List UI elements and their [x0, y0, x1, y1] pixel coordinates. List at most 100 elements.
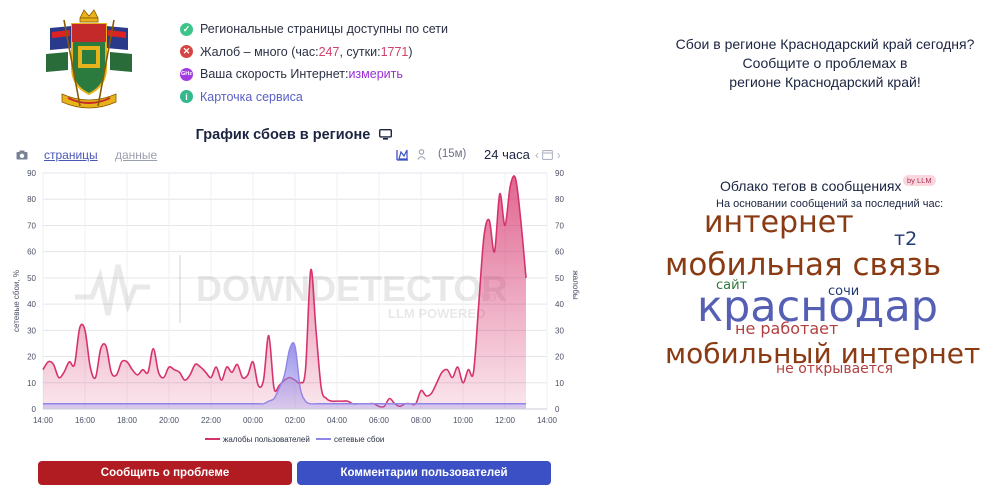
camera-icon[interactable] [16, 149, 28, 163]
tag-mobile-internet[interactable]: мобильный интернет [665, 337, 981, 370]
tag-t2[interactable]: т2 [894, 228, 918, 250]
chart-grid [42, 172, 548, 410]
chart-toolbar: страницы данные (15м) 24 часа ‹ › [14, 147, 574, 165]
region-heading-line1: Сбои в регионе Краснодарский край сегодн… [675, 36, 975, 52]
legend-complaints[interactable]: жалобы пользователей [223, 435, 310, 444]
outage-chart-svg: DOWNDETECTOR .info LLM POWERED 0 0 10 10 20 2… [12, 169, 580, 444]
y-tick-label-left: 0 [32, 405, 37, 414]
x-tick-label: 20:00 [159, 416, 180, 425]
speed-test-link[interactable]: измерить [348, 67, 403, 82]
y-tick-label-left: 70 [27, 221, 36, 230]
x-tick-label: 18:00 [117, 416, 138, 425]
chart-axes: 0 0 10 10 20 20 30 30 40 40 50 50 60 60 70 70 80 80 90 90 14… [27, 169, 564, 425]
y-tick-label-right: 30 [555, 326, 564, 335]
x-tick-label: 14:00 [537, 416, 558, 425]
y-tick-label-left: 50 [27, 274, 36, 283]
interval-selector[interactable]: (15м) [438, 148, 467, 160]
tag-cloud-subtitle: На основании сообщений за последний час: [716, 198, 944, 210]
tag-site[interactable]: сайт [716, 278, 748, 293]
report-problem-button[interactable]: Сообщить о проблеме [38, 461, 292, 485]
date-range-control[interactable]: ‹ › [535, 148, 561, 162]
complaints-area [43, 175, 526, 409]
x-tick-label: 16:00 [75, 416, 96, 425]
x-tick-label: 22:00 [201, 416, 222, 425]
chart-watermark: DOWNDETECTOR .info LLM POWERED [75, 255, 507, 323]
tag-internet[interactable]: интернет [704, 205, 854, 240]
tag-sochi[interactable]: сочи [828, 284, 860, 299]
x-tick-label: 14:00 [33, 416, 54, 425]
info-circle-icon: i [180, 90, 193, 104]
y-tick-label-left: 40 [27, 300, 36, 309]
chevron-left-icon[interactable]: ‹ [535, 148, 539, 162]
person-icon[interactable] [417, 149, 426, 163]
x-tick-label: 08:00 [411, 416, 432, 425]
chart-series [42, 175, 527, 409]
watermark-sub: LLM POWERED [388, 306, 486, 321]
tab-pages[interactable]: страницы [44, 148, 98, 162]
y-tick-label-left: 10 [27, 379, 36, 388]
chart-title: График сбоев в регионе [195, 127, 371, 143]
y-tick-label-right: 0 [555, 405, 560, 414]
chevron-right-icon[interactable]: › [556, 148, 561, 162]
status-service-card[interactable]: i Карточка сервиса [180, 86, 448, 109]
region-heading: Сбои в регионе Краснодарский край сегодн… [660, 35, 990, 92]
y-tick-label-right: 10 [555, 379, 564, 388]
tag-cloud-title: Облако тегов в сообщениях [720, 178, 902, 194]
region-heading-line3: регионе Краснодарский край! [729, 74, 921, 90]
period-selector[interactable]: 24 часа [484, 147, 530, 162]
outage-chart: DOWNDETECTOR .info LLM POWERED 0 0 10 10 20 2… [0, 165, 580, 445]
watermark-main: DOWNDETECTOR [196, 268, 507, 309]
network-line [43, 342, 526, 405]
status-pages-text: Региональные страницы доступны по сети [200, 22, 449, 37]
status-complaints: ✕ Жалоб – много (час: 247 , сутки: 1771 … [180, 41, 448, 64]
y-tick-label-right: 80 [555, 195, 564, 204]
y-axis-label-right: жалобы [571, 270, 580, 300]
y-tick-label-right: 20 [555, 353, 564, 362]
x-tick-label: 06:00 [369, 416, 390, 425]
tag-not-working[interactable]: не работает [735, 319, 839, 338]
chart-title-row: График сбоев в регионе [0, 127, 588, 144]
speed-badge-icon: GHz [180, 67, 193, 81]
speed-label: Ваша скорость Интернет: [200, 67, 349, 82]
y-tick-label-left: 60 [27, 248, 36, 257]
status-pages-available: ✓ Региональные страницы доступны по сети [180, 18, 448, 41]
region-heading-line2: Сообщите о проблемах в [742, 55, 908, 71]
y-tick-label-right: 60 [555, 248, 564, 257]
y-tick-label-right: 40 [555, 300, 564, 309]
y-axis-label-left: сетевые сбои, % [12, 270, 21, 332]
x-tick-label: 04:00 [327, 416, 348, 425]
service-card-link[interactable]: Карточка сервиса [200, 89, 303, 104]
user-comments-button[interactable]: Комментарии пользователей [297, 461, 551, 485]
check-circle-icon: ✓ [180, 22, 193, 36]
y-tick-label-left: 80 [27, 195, 36, 204]
llm-badge: by LLM [903, 175, 936, 186]
y-tick-label-right: 70 [555, 221, 564, 230]
complaints-hour-count: 247 [318, 44, 340, 59]
y-tick-label-left: 30 [27, 326, 36, 335]
monitor-icon[interactable] [379, 128, 393, 144]
y-tick-label-left: 20 [27, 353, 36, 362]
area-chart-icon[interactable] [396, 148, 409, 164]
complaints-suffix: ) [408, 44, 413, 59]
tag-krasnodar[interactable]: краснодар [697, 282, 939, 332]
complaints-mid: , сутки: [339, 44, 381, 59]
region-coat-of-arms [42, 6, 136, 116]
tag-not-opening[interactable]: не открывается [776, 361, 894, 377]
legend-network[interactable]: сетевые сбои [334, 435, 384, 444]
complaints-prefix: Жалоб – много (час: [200, 44, 319, 59]
complaints-day-count: 1771 [380, 44, 409, 59]
x-tick-label: 02:00 [285, 416, 306, 425]
tag-mobile-connection[interactable]: мобильная связь [665, 247, 942, 283]
tab-data[interactable]: данные [115, 148, 158, 162]
x-tick-label: 10:00 [453, 416, 474, 425]
calendar-icon [542, 150, 554, 160]
y-tick-label-left: 90 [27, 169, 36, 178]
x-tick-label: 00:00 [243, 416, 264, 425]
x-tick-label: 12:00 [495, 416, 516, 425]
y-tick-label-right: 90 [555, 169, 564, 178]
error-circle-icon: ✕ [180, 45, 193, 59]
chart-legend: жалобы пользователей сетевые сбои [205, 435, 384, 444]
y-tick-label-right: 50 [555, 274, 564, 283]
status-speed: GHz Ваша скорость Интернет: измерить [180, 63, 448, 86]
status-list: ✓ Региональные страницы доступны по сети… [180, 18, 448, 108]
